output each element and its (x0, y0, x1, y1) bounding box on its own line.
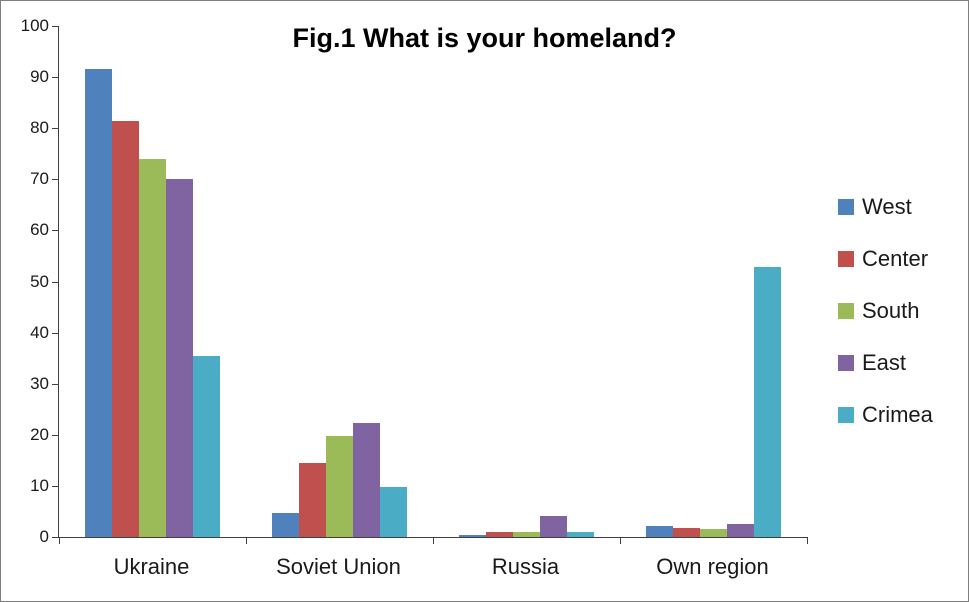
legend-swatch-icon (838, 199, 854, 215)
bar-east-own-region (727, 524, 754, 537)
legend-swatch-icon (838, 303, 854, 319)
x-axis-tick-3 (620, 537, 621, 544)
category-label-russia: Russia (491, 554, 560, 579)
x-axis-tick-1 (246, 537, 247, 544)
y-axis-tick-20 (52, 434, 59, 436)
bar-south-ukraine (139, 159, 166, 537)
bar-crimea-soviet-union (380, 487, 407, 537)
y-axis-label-100: 100 (20, 16, 49, 35)
legend-label-south: South (862, 298, 920, 323)
bar-south-soviet-union (326, 436, 353, 537)
bar-center-ukraine (112, 121, 139, 537)
bar-south-russia (513, 532, 540, 537)
category-label-own-region: Own region (656, 554, 769, 579)
legend-label-west: West (862, 194, 912, 219)
bar-south-own-region (700, 529, 727, 537)
y-axis-tick-90 (52, 77, 59, 79)
x-axis: Ukraine Soviet Union Russia Own region (58, 554, 806, 580)
y-axis-tick-70 (52, 179, 59, 181)
bar-west-ukraine (85, 69, 112, 537)
y-axis-label-40: 40 (30, 322, 49, 342)
category-label-ukraine: Ukraine (113, 554, 190, 579)
bar-east-ukraine (166, 179, 193, 537)
bar-center-own-region (673, 528, 700, 537)
y-axis-tick-30 (52, 383, 59, 385)
plot-area (52, 26, 808, 544)
y-axis-tick-50 (52, 281, 59, 283)
bar-group-own-region (620, 26, 807, 537)
y-axis-tick-0 (52, 537, 59, 538)
legend-label-east: East (862, 350, 907, 375)
x-axis-tick-2 (433, 537, 434, 544)
bar-crimea-own-region (754, 267, 781, 537)
bar-group-russia (433, 26, 620, 537)
y-axis-label-80: 80 (30, 118, 49, 138)
bar-crimea-russia (567, 532, 594, 537)
legend-item-center: Center (838, 246, 933, 272)
bar-center-russia (486, 532, 513, 537)
bar-west-own-region (646, 526, 673, 537)
bar-group-ukraine (59, 26, 246, 537)
y-axis-tick-100 (52, 26, 59, 27)
bar-west-soviet-union (272, 513, 299, 537)
x-axis-tick-4 (807, 537, 808, 544)
chart-title: Fig.1 What is your homeland? (292, 23, 677, 53)
y-axis: 0 10 20 30 40 50 60 70 80 90 100 (1, 16, 49, 546)
legend-swatch-icon (838, 407, 854, 423)
legend-label-center: Center (862, 246, 929, 271)
y-axis-label-70: 70 (30, 169, 49, 189)
legend-item-south: South (838, 298, 933, 324)
y-axis-label-30: 30 (30, 373, 49, 393)
y-axis-label-10: 10 (30, 475, 49, 495)
legend-swatch-icon (838, 251, 854, 267)
legend-item-west: West (838, 194, 933, 220)
y-axis-tick-10 (52, 485, 59, 487)
y-axis-label-20: 20 (30, 424, 49, 444)
legend: West Center South East Crimea (838, 194, 933, 454)
y-axis-label-0: 0 (39, 527, 49, 546)
legend-item-east: East (838, 350, 933, 376)
y-axis-tick-80 (52, 128, 59, 130)
y-axis-tick-40 (52, 332, 59, 334)
y-axis-label-50: 50 (30, 271, 49, 291)
bar-west-russia (459, 535, 486, 537)
category-label-soviet-union: Soviet Union (276, 554, 401, 579)
legend-swatch-icon (838, 355, 854, 371)
bar-group-soviet-union (246, 26, 433, 537)
legend-label-crimea: Crimea (862, 402, 933, 427)
y-axis-label-90: 90 (30, 67, 49, 87)
bar-center-soviet-union (299, 463, 326, 537)
bar-crimea-ukraine (193, 356, 220, 537)
bar-east-soviet-union (353, 423, 380, 537)
y-axis-tick-60 (52, 230, 59, 232)
legend-item-crimea: Crimea (838, 402, 933, 428)
y-axis-label-60: 60 (30, 220, 49, 240)
bar-east-russia (540, 516, 567, 537)
x-axis-tick-0 (59, 537, 60, 544)
